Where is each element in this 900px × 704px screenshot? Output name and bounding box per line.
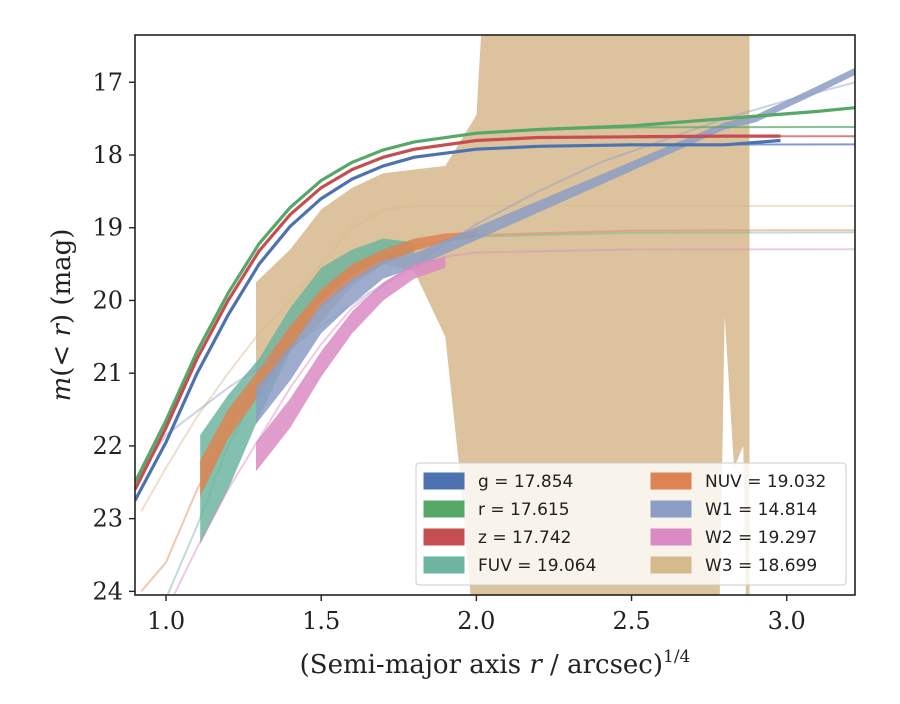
y-axis-label: m(< r) (mag): [47, 229, 77, 402]
legend-label-w1: W1 = 14.814: [705, 500, 817, 520]
y-tick-label: 17: [92, 68, 123, 96]
legend-swatch-w1: [650, 500, 692, 518]
y-tick-label: 21: [92, 359, 123, 387]
legend-swatch-w2: [650, 528, 692, 546]
legend-label-z: z = 17.742: [478, 528, 571, 548]
series-g-line: [135, 138, 781, 502]
series-nuv-band: [200, 231, 477, 497]
legend-label-w3: W3 = 18.699: [705, 556, 817, 576]
legend-label-r: r = 17.615: [478, 500, 570, 520]
x-tick-label: 1.0: [147, 607, 185, 635]
y-tick-label: 24: [92, 577, 123, 605]
legend-swatch-r: [423, 500, 465, 518]
y-tick-label: 20: [92, 286, 123, 314]
series-w3-band: [256, 35, 750, 595]
legend-swatch-z: [423, 528, 465, 546]
plot-frame: [134, 34, 856, 596]
x-axis: 1.0 1.5 2.0 2.5 3.0: [147, 595, 806, 635]
y-axis: 17 18 19 20 21 22 23 24: [92, 68, 135, 605]
y-tick-label: 19: [92, 214, 123, 242]
x-tick-label: 2.0: [457, 607, 495, 635]
series-r-line: [135, 106, 855, 484]
legend-swatch-fuv: [423, 556, 465, 574]
x-axis-label: (Semi-major axis r / arcsec)1/4: [300, 647, 691, 680]
legend-label-nuv: NUV = 19.032: [705, 472, 826, 492]
x-tick-label: 1.5: [302, 607, 340, 635]
y-tick-label: 23: [92, 505, 123, 533]
series-w2-model-line: [172, 248, 855, 595]
legend-label-g: g = 17.854: [478, 472, 573, 492]
legend-swatch-g: [423, 472, 465, 490]
series-z-line: [135, 134, 781, 491]
x-tick-label: 3.0: [768, 607, 806, 635]
series-w1-band: [256, 67, 855, 425]
chart-legend: g = 17.854 NUV = 19.032 r = 17.615 W1 = 14.…: [415, 462, 847, 586]
legend-swatch-nuv: [650, 472, 692, 490]
legend-label-w2: W2 = 19.297: [705, 528, 817, 548]
legend-frame: [415, 462, 847, 586]
legend-label-fuv: FUV = 19.064: [478, 556, 596, 576]
legend-swatch-w3: [650, 556, 692, 574]
y-tick-label: 18: [92, 141, 123, 169]
x-tick-label: 2.5: [612, 607, 650, 635]
y-tick-label: 22: [92, 432, 123, 460]
plot-series-layer: [135, 35, 855, 595]
